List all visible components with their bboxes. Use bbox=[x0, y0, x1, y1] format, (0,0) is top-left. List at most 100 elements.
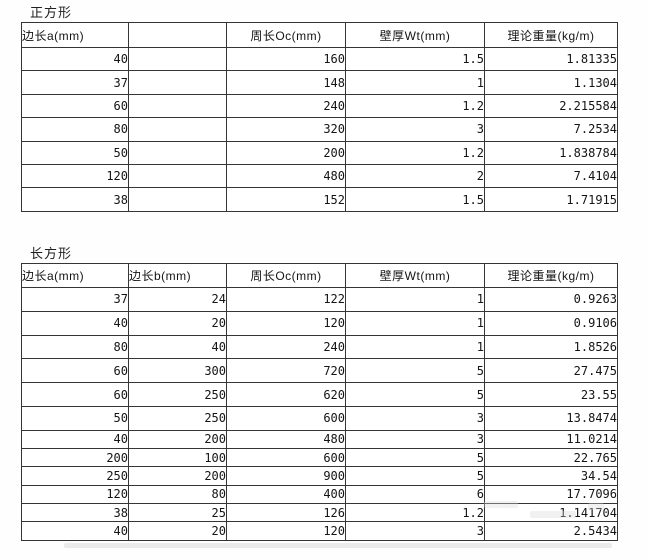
table-cell: 480 bbox=[226, 429, 346, 450]
table-cell: 40 bbox=[21, 46, 129, 72]
table-cell: 1.71915 bbox=[484, 187, 618, 212]
watermark-mark bbox=[588, 503, 604, 510]
header-row: 边长a(mm) 边长b(mm) 周长Oc(mm) 壁厚Wt(mm) 理论重量(kg/m) bbox=[21, 263, 618, 288]
table-cell bbox=[128, 163, 227, 189]
table-row: 80 320 3 7.2534 bbox=[21, 117, 618, 142]
table-cell: 320 bbox=[226, 117, 346, 142]
header-cell: 理论重量(kg/m) bbox=[484, 22, 618, 48]
table-row: 60 300 720 5 27.475 bbox=[21, 358, 618, 384]
table-cell: 7.4104 bbox=[484, 163, 618, 189]
table-row: 80 40 240 1 1.8526 bbox=[21, 334, 618, 360]
table-cell: 126 bbox=[226, 502, 346, 523]
watermark-mark bbox=[530, 511, 576, 518]
table-row: 250 200 900 5 34.54 bbox=[21, 466, 618, 486]
table-cell: 34.54 bbox=[484, 466, 618, 486]
table-cell: 0.9106 bbox=[484, 310, 618, 336]
table-row: 40 20 120 1 0.9106 bbox=[21, 310, 618, 336]
table-cell: 80 bbox=[128, 484, 227, 504]
watermark-mark bbox=[484, 501, 518, 508]
header-cell: 周长Oc(mm) bbox=[226, 263, 346, 288]
table-cell: 1.2 bbox=[345, 140, 485, 165]
table-cell bbox=[128, 117, 227, 142]
table-row: 50 200 1.2 1.838784 bbox=[21, 140, 618, 165]
table-cell: 2.5434 bbox=[484, 521, 618, 541]
table-cell: 1.838784 bbox=[484, 140, 618, 165]
table-row: 50 250 600 3 13.8474 bbox=[21, 405, 618, 431]
watermark bbox=[478, 497, 608, 527]
table-cell: 20 bbox=[128, 521, 227, 541]
table-cell: 20 bbox=[128, 310, 227, 336]
table-cell: 40 bbox=[21, 429, 129, 450]
table-cell: 120 bbox=[226, 521, 346, 541]
table-cell: 120 bbox=[21, 163, 129, 189]
table-cell bbox=[128, 70, 227, 95]
header-cell: 周长Oc(mm) bbox=[226, 22, 346, 48]
table-cell bbox=[128, 140, 227, 165]
table-cell: 0.9263 bbox=[484, 287, 618, 312]
header-cell: 壁厚Wt(mm) bbox=[345, 263, 485, 288]
table-cell: 38 bbox=[21, 502, 129, 523]
header-cell bbox=[128, 22, 227, 48]
table-row: 40 200 480 3 11.0214 bbox=[21, 429, 618, 450]
table-cell: 40 bbox=[21, 521, 129, 541]
table-cell: 480 bbox=[226, 163, 346, 189]
table-cell: 250 bbox=[128, 382, 227, 407]
table-cell: 5 bbox=[345, 466, 485, 486]
table-cell: 122 bbox=[226, 287, 346, 312]
table-cell: 250 bbox=[128, 405, 227, 431]
table-cell: 1.5 bbox=[345, 46, 485, 72]
header-cell: 边长a(mm) bbox=[21, 22, 129, 48]
table-cell: 1.2 bbox=[345, 502, 485, 523]
table-cell: 3 bbox=[345, 429, 485, 450]
header-cell: 理论重量(kg/m) bbox=[484, 263, 618, 288]
table-cell: 1 bbox=[345, 287, 485, 312]
table-row: 37 24 122 1 0.9263 bbox=[21, 287, 618, 312]
table-cell: 100 bbox=[128, 448, 227, 468]
table-cell: 160 bbox=[226, 46, 346, 72]
table-cell: 11.0214 bbox=[484, 429, 618, 450]
table-cell: 80 bbox=[21, 334, 129, 360]
header-row: 边长a(mm) 周长Oc(mm) 壁厚Wt(mm) 理论重量(kg/m) bbox=[21, 22, 618, 48]
table-cell: 200 bbox=[226, 140, 346, 165]
table-cell: 720 bbox=[226, 358, 346, 384]
table-cell: 148 bbox=[226, 70, 346, 95]
table-row: 120 80 400 6 17.7096 bbox=[21, 484, 618, 504]
table-cell: 1.2 bbox=[345, 93, 485, 119]
table-cell bbox=[128, 187, 227, 212]
table-cell: 22.765 bbox=[484, 448, 618, 468]
table-bottom-shadow bbox=[64, 543, 612, 548]
table-cell: 80 bbox=[21, 117, 129, 142]
table-cell bbox=[128, 93, 227, 119]
square-table-title: 正方形 bbox=[30, 5, 73, 20]
table-cell: 200 bbox=[21, 448, 129, 468]
header-cell: 壁厚Wt(mm) bbox=[345, 22, 485, 48]
table-cell: 1.141704 bbox=[484, 502, 618, 523]
table-cell: 3 bbox=[345, 405, 485, 431]
table-row: 40 20 120 3 2.5434 bbox=[21, 521, 618, 541]
table-cell: 1.8526 bbox=[484, 334, 618, 360]
table-cell: 2.215584 bbox=[484, 93, 618, 119]
table-cell bbox=[128, 46, 227, 72]
table-cell: 60 bbox=[21, 358, 129, 384]
table-cell: 5 bbox=[345, 382, 485, 407]
table-cell: 37 bbox=[21, 70, 129, 95]
table-cell: 900 bbox=[226, 466, 346, 486]
table-cell: 7.2534 bbox=[484, 117, 618, 142]
table-row: 38 152 1.5 1.71915 bbox=[21, 187, 618, 212]
table-cell: 25 bbox=[128, 502, 227, 523]
table-cell: 250 bbox=[21, 466, 129, 486]
table-cell: 400 bbox=[226, 484, 346, 504]
square-tube-weight-table: 边长a(mm) 周长Oc(mm) 壁厚Wt(mm) 理论重量(kg/m) 40 160 1.… bbox=[21, 22, 618, 212]
table-cell: 23.55 bbox=[484, 382, 618, 407]
table-cell: 620 bbox=[226, 382, 346, 407]
table-cell: 152 bbox=[226, 187, 346, 212]
rectangle-tube-weight-table: 边长a(mm) 边长b(mm) 周长Oc(mm) 壁厚Wt(mm) 理论重量(kg/m)… bbox=[21, 263, 618, 541]
table-row: 60 250 620 5 23.55 bbox=[21, 382, 618, 407]
table-cell: 1.5 bbox=[345, 187, 485, 212]
table-cell: 24 bbox=[128, 287, 227, 312]
table-cell: 3 bbox=[345, 521, 485, 541]
table-cell: 50 bbox=[21, 405, 129, 431]
table-cell: 240 bbox=[226, 334, 346, 360]
table-cell: 6 bbox=[345, 484, 485, 504]
